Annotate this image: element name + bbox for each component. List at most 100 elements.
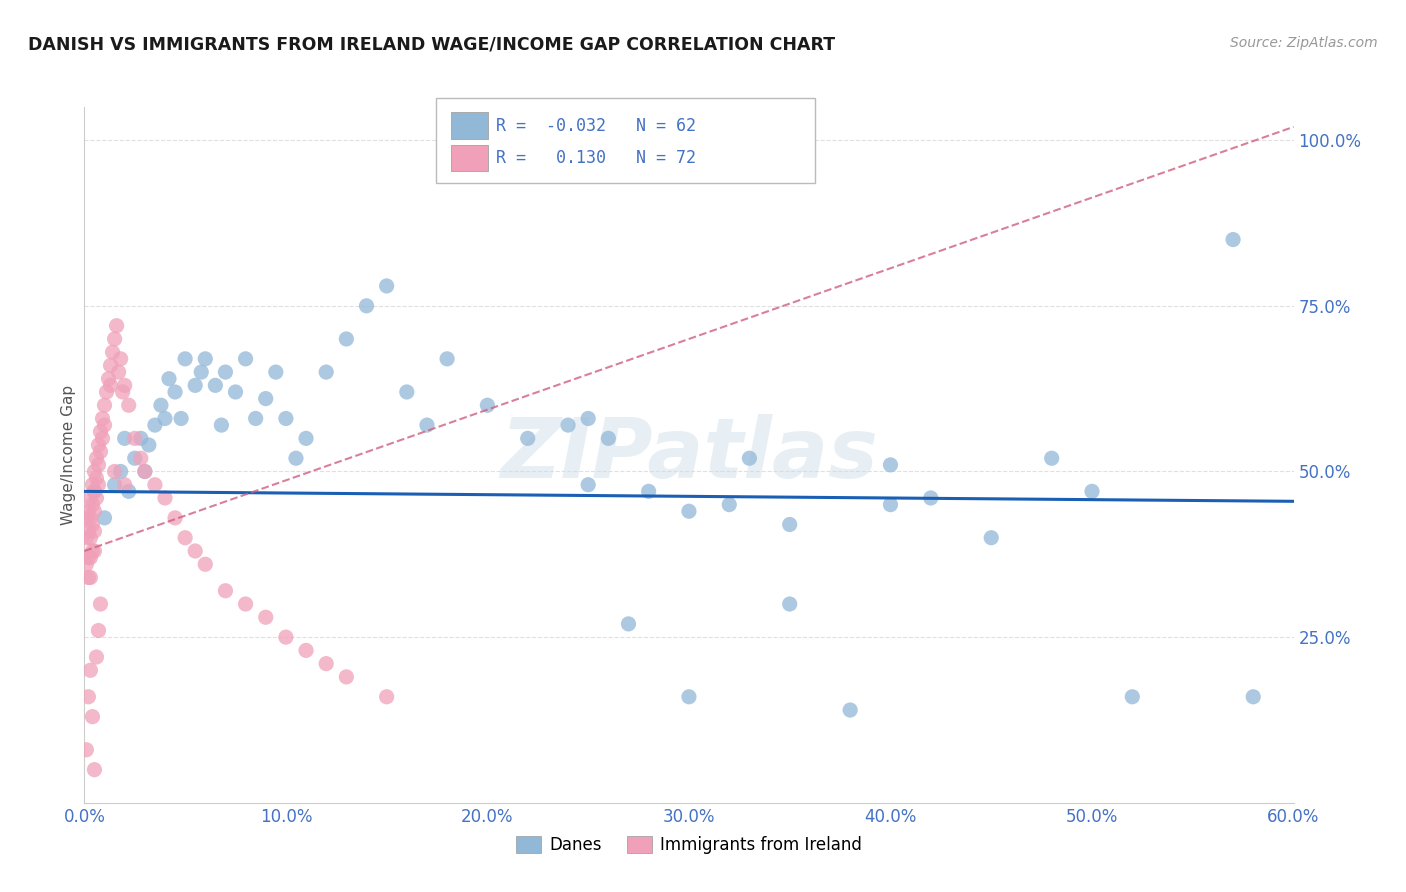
Point [157,372,180,386]
Point [91,411,114,425]
Point [83,524,105,538]
Point [980,531,1002,545]
Point [274,411,297,425]
Point [82,544,104,558]
Point [204,378,226,392]
Point [416,418,439,433]
Point [118,484,141,499]
Point [75,558,97,572]
Point [83,484,105,499]
Point [274,630,297,644]
Point [576,477,599,491]
Point [114,378,136,392]
Point [516,431,538,445]
Point [879,458,901,472]
Point [89,597,111,611]
Point [718,498,741,512]
Point [86,471,108,485]
Point [110,465,132,479]
Point [75,531,97,545]
Point [170,411,193,425]
Point [738,451,761,466]
Point [77,570,100,584]
Point [254,610,277,624]
Point [91,431,114,445]
Point [79,531,101,545]
Point [209,418,232,433]
Point [110,351,132,366]
Point [214,583,236,598]
Point [194,558,217,572]
Point [165,511,187,525]
Point [77,524,100,538]
Point [174,351,197,366]
Point [83,484,105,499]
Point [356,299,378,313]
Point [93,398,115,412]
Point [87,477,110,491]
Point [235,351,257,366]
Point [879,498,901,512]
Point [557,418,579,433]
Point [617,616,640,631]
Point [143,477,166,491]
Point [82,498,104,512]
Text: Source: ZipAtlas.com: Source: ZipAtlas.com [1230,36,1378,50]
Point [184,378,207,392]
Point [225,384,247,399]
Point [87,624,110,638]
Text: ZIPatlas: ZIPatlas [501,415,877,495]
Point [194,351,217,366]
Point [436,351,458,366]
Point [335,332,357,346]
Point [779,517,801,532]
Point [395,384,418,399]
Point [87,438,110,452]
Point [174,531,197,545]
Point [104,465,127,479]
Point [129,431,152,445]
Point [1222,233,1244,247]
Point [100,359,122,373]
Point [1241,690,1264,704]
Point [79,663,101,677]
Point [315,657,337,671]
Point [104,332,127,346]
Point [153,491,176,505]
Point [75,511,97,525]
Point [87,458,110,472]
Point [637,484,659,499]
Point [375,690,398,704]
Point [134,465,156,479]
Point [678,690,700,704]
Point [83,763,105,777]
Point [576,411,599,425]
Text: R =  -0.032   N = 62: R = -0.032 N = 62 [496,117,696,135]
Point [779,597,801,611]
Point [129,451,152,466]
Point [77,550,100,565]
Point [245,411,267,425]
Point [83,465,105,479]
Point [83,544,105,558]
Point [598,431,620,445]
Point [82,709,104,723]
Point [264,365,287,379]
Point [86,491,108,505]
Point [104,477,127,491]
Point [254,392,277,406]
Point [124,451,146,466]
Point [1040,451,1063,466]
Point [77,690,100,704]
Point [184,544,207,558]
Point [138,438,160,452]
Text: DANISH VS IMMIGRANTS FROM IRELAND WAGE/INCOME GAP CORRELATION CHART: DANISH VS IMMIGRANTS FROM IRELAND WAGE/I… [28,36,835,54]
Point [920,491,942,505]
Point [77,504,100,518]
Point [165,384,187,399]
Legend: Danes, Immigrants from Ireland: Danes, Immigrants from Ireland [509,829,869,861]
Point [75,743,97,757]
Point [111,384,134,399]
Point [477,398,499,412]
Y-axis label: Wage/Income Gap: Wage/Income Gap [60,384,76,525]
